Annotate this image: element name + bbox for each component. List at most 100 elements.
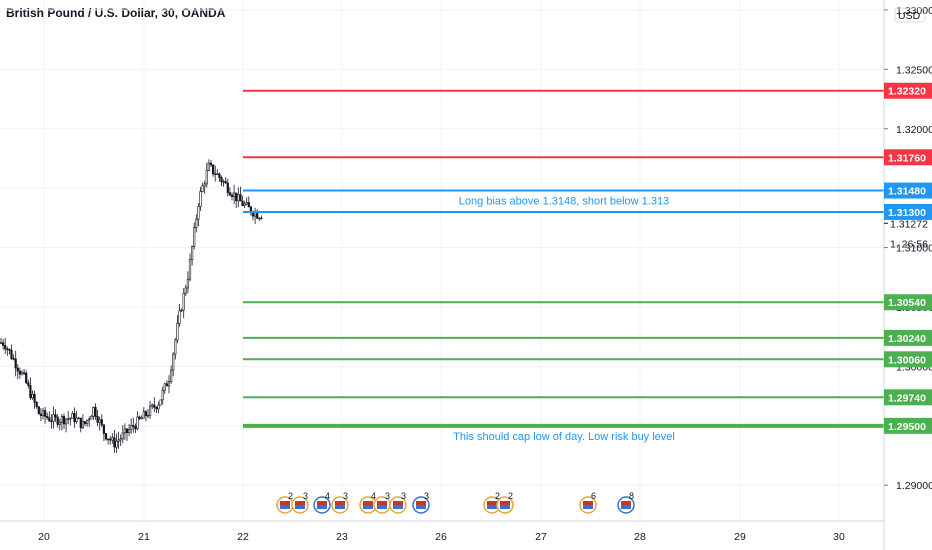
event-marker-flag-icon[interactable]: 2: [496, 491, 514, 514]
candle-body: [216, 173, 219, 175]
time-tick-label: 27: [535, 531, 547, 543]
time-tick-label: 26: [435, 531, 447, 543]
event-flag-stripe-red: [583, 501, 593, 505]
candle-body: [111, 437, 114, 441]
candle-body: [100, 419, 103, 426]
candle-body: [155, 407, 158, 410]
level-price-tag[interactable]: [884, 203, 932, 220]
candle-body: [75, 417, 78, 423]
candle-body: [239, 194, 242, 202]
candle-body: [41, 410, 45, 416]
event-flag-stripe-blue: [416, 505, 426, 509]
candle-body: [130, 425, 133, 430]
event-count-label: 3: [343, 491, 348, 501]
event-flag-stripe-blue: [363, 505, 373, 509]
candle-body: [86, 419, 89, 425]
event-count-label: 3: [385, 491, 390, 501]
candle-body: [46, 416, 49, 419]
price-axis[interactable]: 1.330001.325001.320001.315001.310001.305…: [883, 0, 932, 550]
candle-body: [144, 411, 148, 416]
candle-body: [102, 424, 105, 434]
candle-body: [197, 206, 200, 220]
event-flag-stripe-blue: [500, 505, 510, 509]
level-price-tag-label: 1.32320: [888, 86, 926, 98]
candle-body: [73, 413, 76, 423]
level-price-tag-label: 1.31760: [888, 152, 926, 164]
candle-body: [71, 413, 74, 419]
candle-body: [237, 194, 240, 202]
candle-body: [39, 413, 42, 416]
candle-body: [60, 416, 63, 423]
candle-body: [94, 407, 97, 417]
event-marker-flag-icon[interactable]: 3: [331, 491, 349, 514]
event-marker-flag-icon[interactable]: 3: [291, 491, 309, 514]
candle-body: [132, 425, 135, 427]
price-tick-label: 1.32000: [896, 124, 932, 136]
candle-body: [98, 419, 101, 423]
event-marker-flag-icon[interactable]: 3: [373, 491, 391, 514]
candle-body: [199, 191, 202, 207]
candle-body: [12, 358, 15, 360]
price-tick-label: 1.32500: [896, 64, 932, 76]
event-marker-flag-icon[interactable]: 3: [389, 491, 407, 514]
candle-body: [157, 404, 160, 410]
level-price-tag[interactable]: [884, 182, 932, 199]
event-marker-flag-icon[interactable]: 4: [359, 491, 377, 514]
candle-body: [220, 177, 223, 183]
candle-body: [165, 383, 169, 387]
candle-body: [92, 407, 95, 417]
event-marker-flag-icon[interactable]: 3: [412, 491, 430, 514]
event-marker-flag-icon[interactable]: 2: [276, 491, 294, 514]
candle-body: [58, 421, 61, 425]
level-price-tag-label: 1.30060: [888, 354, 926, 366]
event-count-label: 3: [303, 491, 308, 501]
candle-body: [260, 217, 263, 220]
currency-label: USD: [898, 10, 921, 22]
event-flag-stripe-red: [487, 501, 497, 505]
level-price-tag[interactable]: [884, 389, 932, 406]
candle-body: [27, 382, 30, 386]
candle-body: [138, 416, 141, 419]
event-count-label: 4: [325, 491, 330, 501]
candle-body: [258, 217, 261, 220]
level-price-tag-label: 1.31480: [888, 186, 926, 198]
candle-body: [245, 202, 248, 205]
candle-body: [77, 417, 80, 420]
candle-body: [230, 194, 234, 197]
event-flag-stripe-blue: [377, 505, 387, 509]
level-price-tag[interactable]: [884, 351, 932, 368]
candle-body: [180, 309, 183, 312]
annotation-low-risk-buy: This should cap low of day. Low risk buy…: [453, 431, 675, 443]
candle-body: [79, 417, 82, 429]
candle-body: [186, 278, 190, 289]
level-price-tag[interactable]: [884, 294, 932, 311]
candle-body: [25, 372, 28, 384]
candle-body: [35, 401, 38, 408]
level-price-tag[interactable]: [884, 329, 932, 346]
time-tick-label: 23: [336, 531, 348, 543]
level-price-tag[interactable]: [884, 82, 932, 99]
time-tick-label: 28: [634, 531, 646, 543]
candle-body: [222, 181, 225, 183]
time-axis[interactable]: 20 21 22 23 26 27 28 29 30: [0, 520, 884, 543]
level-price-tag-label: 1.29740: [888, 392, 926, 404]
candle-body: [201, 185, 204, 192]
candle-body: [205, 170, 208, 185]
event-marker-flag-icon[interactable]: 6: [579, 491, 597, 514]
event-flag-stripe-blue: [335, 505, 345, 509]
event-marker-flag-icon[interactable]: 8: [617, 491, 635, 514]
level-price-tag[interactable]: [884, 417, 932, 434]
candle-body: [151, 404, 154, 407]
event-flag-stripe-red: [377, 501, 387, 505]
candle-body: [31, 393, 34, 399]
level-price-tag-label: 1.30240: [888, 333, 926, 345]
time-tick-label: 22: [237, 531, 249, 543]
event-marker-flag-icon[interactable]: 4: [313, 491, 331, 514]
event-count-label: 2: [288, 491, 293, 501]
candle-body: [172, 353, 175, 371]
level-price-tag[interactable]: [884, 149, 932, 166]
horizontal-levels[interactable]: [243, 89, 884, 428]
candle-body: [207, 162, 211, 171]
